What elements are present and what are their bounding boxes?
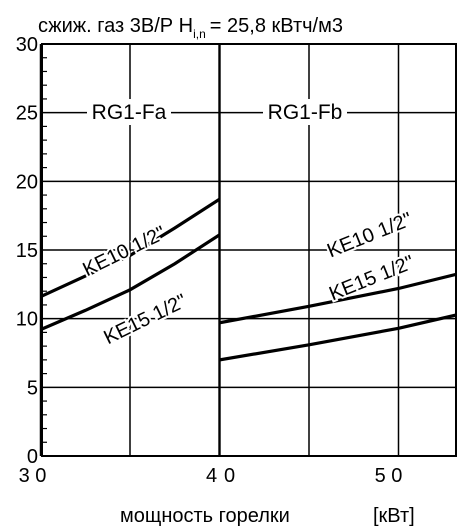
y-tick-label: 0 [27,446,38,468]
fa-ke15-curve [42,233,220,331]
fb-ke15-curve-label: KE15 1/2" [326,251,417,305]
x-axis-label: мощность горелки [120,505,290,527]
fa-ke10-curve [42,197,220,298]
chart-title: сжиж. газ 3В/Р Hi,n = 25,8 кВтч/м3 [38,15,343,41]
y-tick-label: 5 [27,377,38,399]
panel-label-bg [263,99,347,125]
y-tick-label: 10 [16,309,38,331]
x-tick-label: 0 [224,465,235,487]
panel-label-bg [87,99,171,125]
x-axis-unit: [кВт] [373,505,415,527]
fb-ke15-curve [219,313,456,362]
y-tick-label: 25 [16,103,38,125]
fa-ke10-curve-label: KE10 1/2" [79,222,169,281]
y-tick-label: 30 [16,34,38,56]
y-tick-label: 20 [16,171,38,193]
panel-label-fa: RG1-Fa [92,101,167,124]
x-tick-label: 3 0 [19,465,47,487]
x-tick-label: 5 0 [375,465,403,487]
y-tick-label: 15 [16,240,38,262]
plot-frame [41,43,457,457]
curves [42,197,456,362]
panel-label-fb: RG1-Fb [268,101,343,124]
x-tick-label: 4 [206,465,217,487]
fb-ke10-curve [219,272,456,325]
